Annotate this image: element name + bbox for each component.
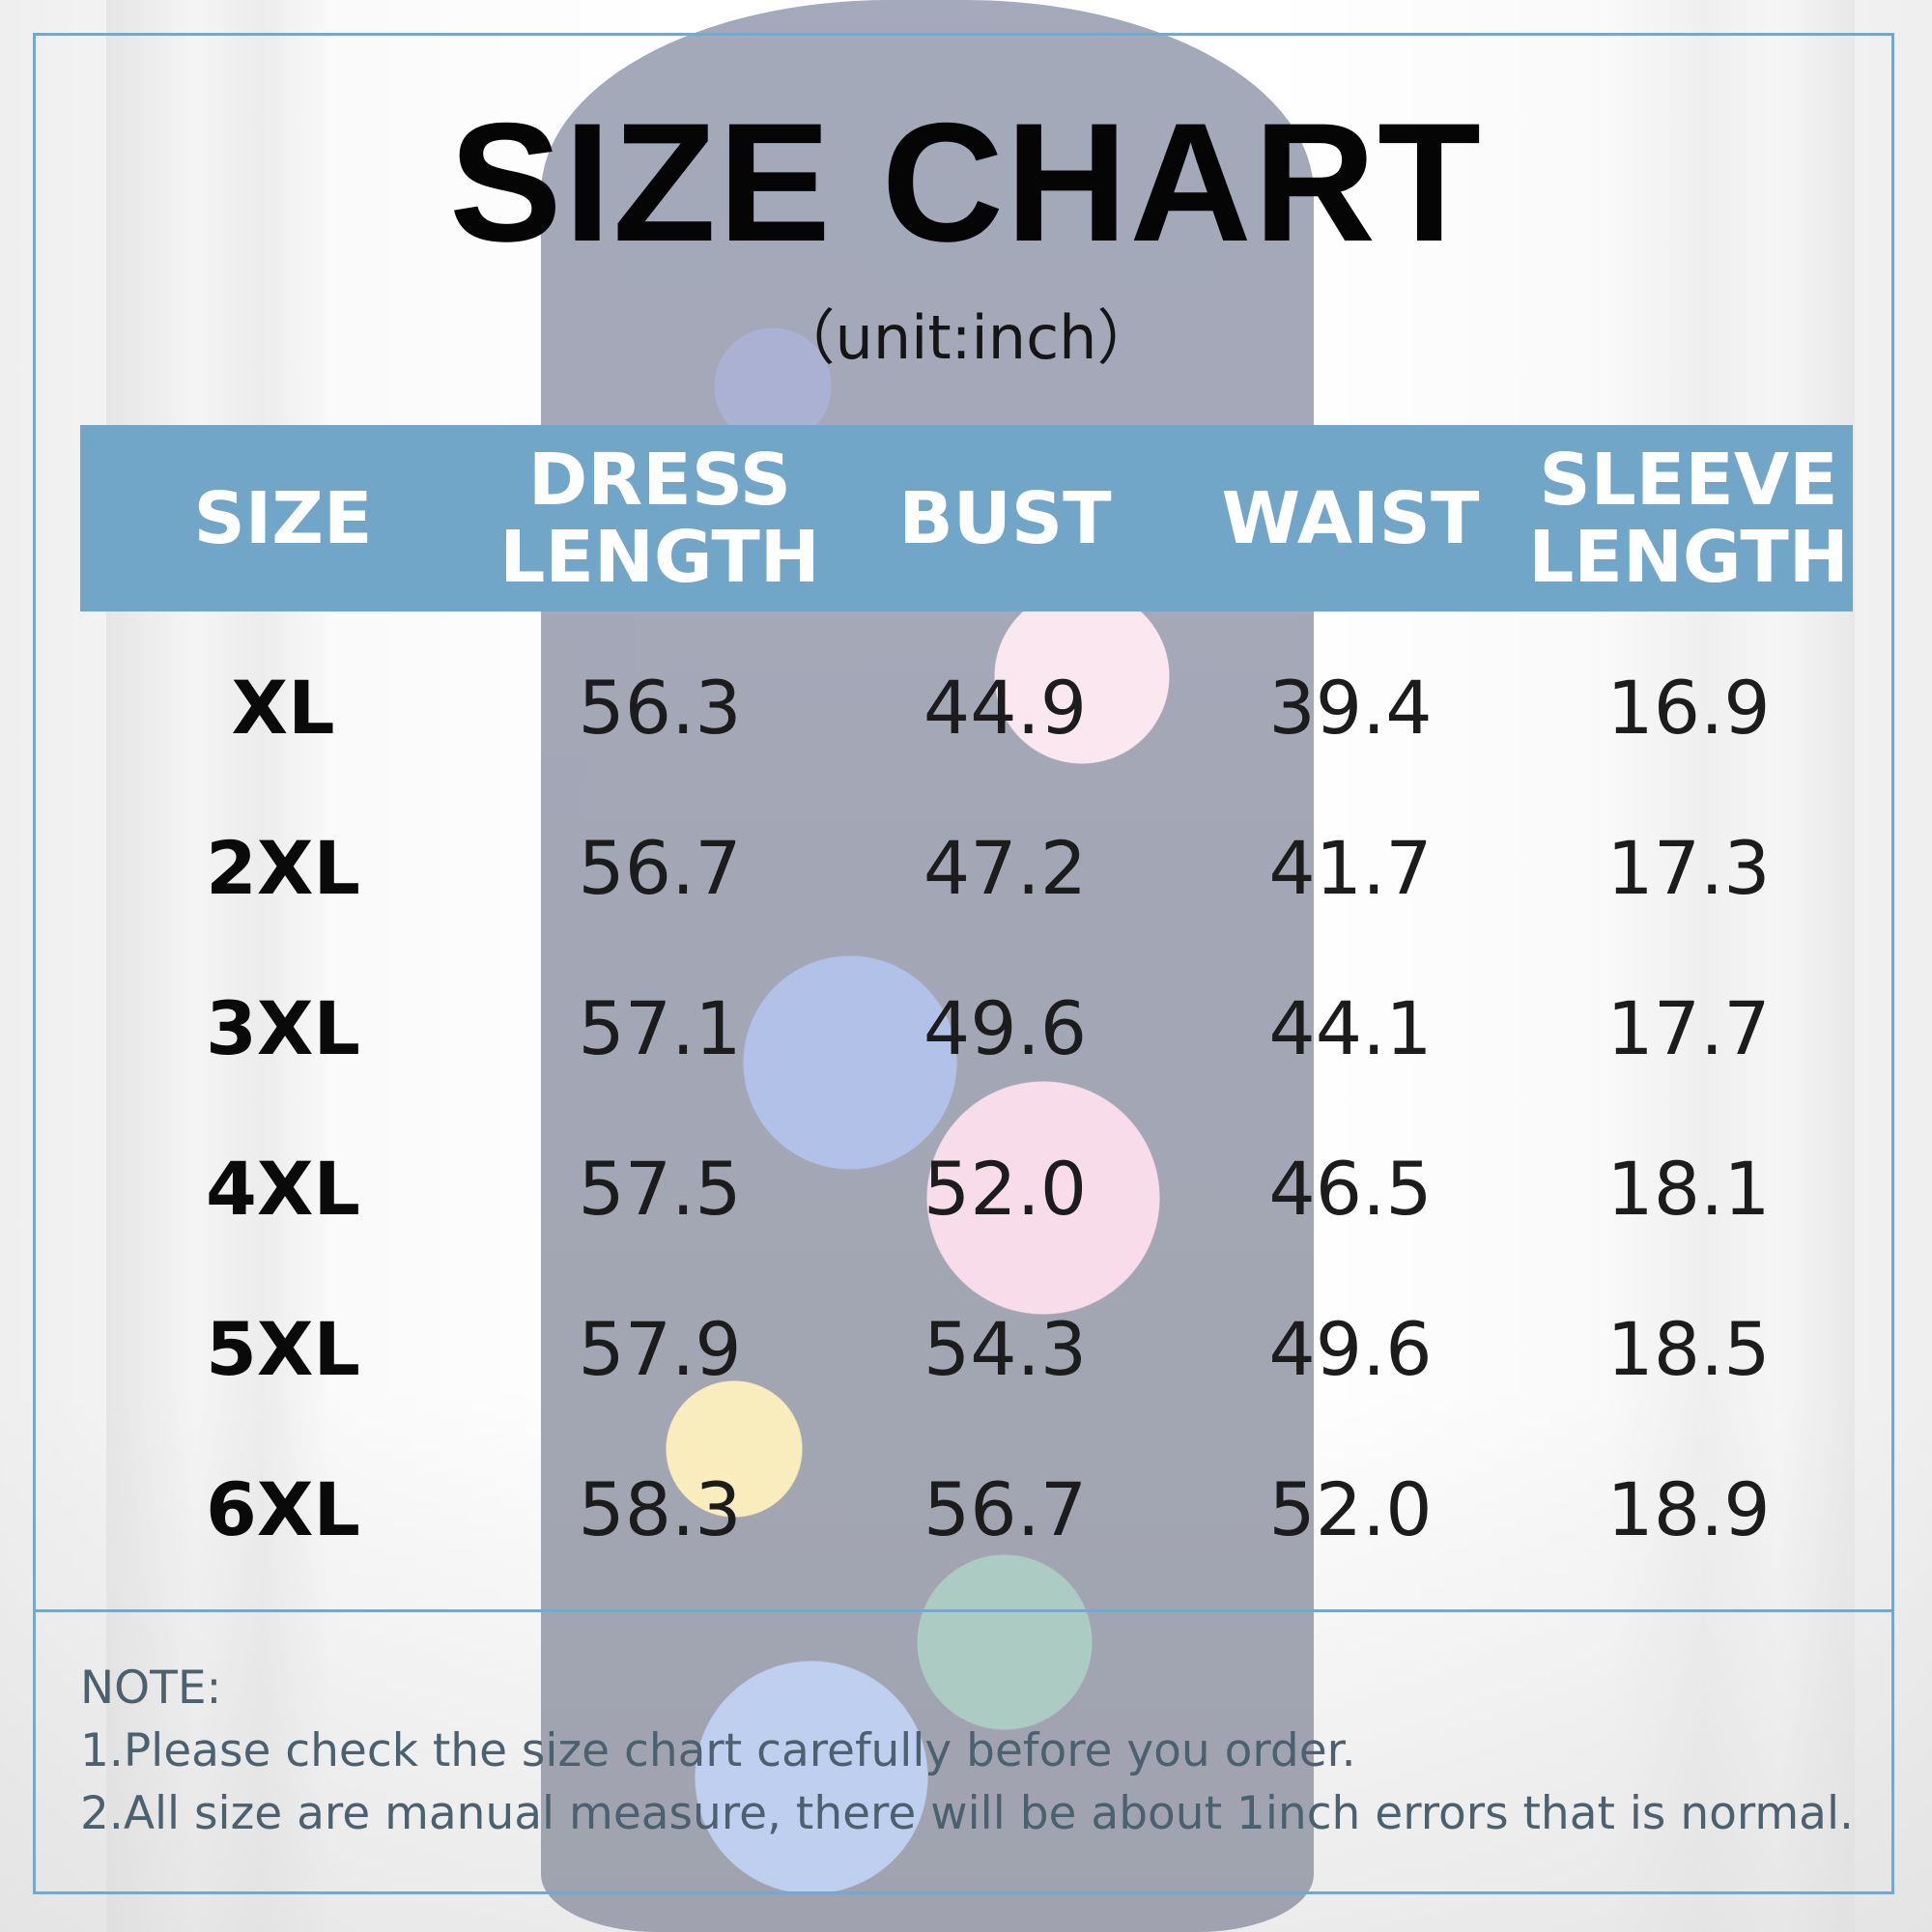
header-waist: WAIST [1177, 480, 1524, 557]
dress-length-cell: 58.3 [578, 1466, 742, 1552]
header-dress-length: DRESS LENGTH [486, 441, 834, 596]
size-cell: 6XL [206, 1466, 360, 1552]
table-row: 5XL 57.9 54.3 49.6 18.5 [80, 1269, 1853, 1430]
sleeve-length-cell: 17.7 [1606, 985, 1771, 1071]
dress-length-cell: 56.7 [578, 825, 742, 911]
sleeve-length-cell: 18.9 [1606, 1466, 1771, 1552]
bust-cell: 54.3 [923, 1306, 1088, 1392]
chart-frame-border [33, 33, 1894, 1894]
bust-cell: 47.2 [923, 825, 1088, 911]
size-cell: 5XL [206, 1306, 360, 1392]
unit-label: （unit:inch） [775, 302, 1157, 373]
header-dress-length-line1: DRESS [527, 438, 792, 522]
header-sleeve-length-line1: SLEEVE [1539, 438, 1838, 522]
notes-divider [36, 1609, 1891, 1612]
size-table-body: XL 56.3 44.9 39.4 16.9 2XL 56.7 47.2 41.… [80, 628, 1853, 1590]
table-row: 4XL 57.5 52.0 46.5 18.1 [80, 1109, 1853, 1269]
table-row: XL 56.3 44.9 39.4 16.9 [80, 628, 1853, 788]
table-row: 2XL 56.7 47.2 41.7 17.3 [80, 788, 1853, 949]
note-line-2: 2.All size are manual measure, there wil… [80, 1787, 1854, 1840]
header-size-label: SIZE [193, 476, 373, 560]
waist-cell: 46.5 [1268, 1146, 1433, 1232]
size-cell: 2XL [206, 825, 360, 911]
header-dress-length-line2: LENGTH [499, 515, 820, 599]
sleeve-length-cell: 17.3 [1606, 825, 1771, 911]
table-row: 3XL 57.1 49.6 44.1 17.7 [80, 949, 1853, 1109]
table-header: SIZE DRESS LENGTH BUST WAIST SLEEVE LENG… [80, 425, 1853, 611]
notes-heading: NOTE: [80, 1662, 222, 1715]
header-size: SIZE [80, 480, 486, 557]
table-row: 6XL 58.3 56.7 52.0 18.9 [80, 1430, 1853, 1590]
page-title: SIZE CHART [449, 89, 1483, 277]
notes-section: NOTE: 1.Please check the size chart care… [80, 1657, 1877, 1845]
bust-cell: 44.9 [923, 665, 1088, 751]
bust-cell: 56.7 [923, 1466, 1088, 1552]
waist-cell: 44.1 [1268, 985, 1433, 1071]
dress-length-cell: 57.1 [578, 985, 742, 1071]
waist-cell: 52.0 [1268, 1466, 1433, 1552]
sleeve-length-cell: 18.5 [1606, 1306, 1771, 1392]
sleeve-length-cell: 18.1 [1606, 1146, 1771, 1232]
bust-cell: 52.0 [923, 1146, 1088, 1232]
header-waist-label: WAIST [1221, 476, 1480, 560]
header-bust-label: BUST [898, 476, 1112, 560]
dress-length-cell: 57.5 [578, 1146, 742, 1232]
size-cell: XL [231, 665, 335, 751]
sleeve-length-cell: 16.9 [1606, 665, 1771, 751]
header-bust: BUST [834, 480, 1177, 557]
waist-cell: 49.6 [1268, 1306, 1433, 1392]
bust-cell: 49.6 [923, 985, 1088, 1071]
waist-cell: 41.7 [1268, 825, 1433, 911]
waist-cell: 39.4 [1268, 665, 1433, 751]
size-cell: 3XL [206, 985, 360, 1071]
dress-length-cell: 56.3 [578, 665, 742, 751]
note-line-1: 1.Please check the size chart carefully … [80, 1724, 1356, 1777]
size-cell: 4XL [206, 1146, 360, 1232]
header-sleeve-length-line2: LENGTH [1528, 515, 1849, 599]
header-sleeve-length: SLEEVE LENGTH [1524, 441, 1853, 596]
dress-length-cell: 57.9 [578, 1306, 742, 1392]
